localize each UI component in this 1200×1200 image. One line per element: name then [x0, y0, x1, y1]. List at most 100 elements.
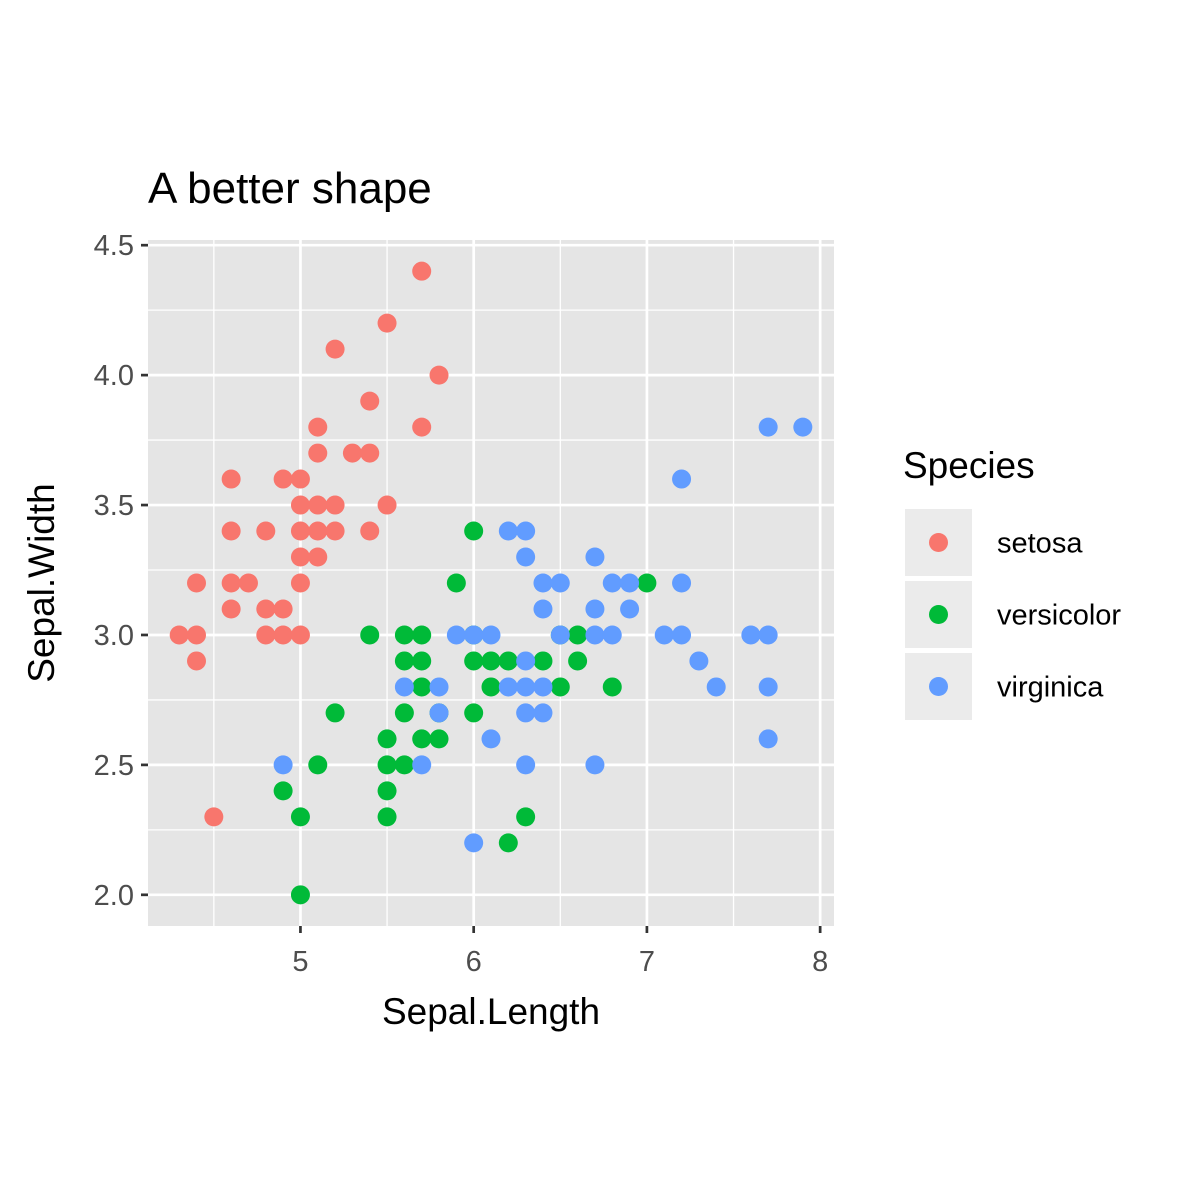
data-point-setosa [221, 521, 241, 541]
y-tick-label: 3.5 [94, 490, 134, 522]
data-point-virginica [516, 547, 536, 567]
data-point-setosa [221, 573, 241, 593]
y-axis: 2.0 2.5 3.0 3.5 4.0 4.5 [94, 230, 148, 912]
data-point-virginica [585, 755, 605, 775]
x-tick-label: 6 [466, 946, 482, 978]
chart-title: A better shape [148, 164, 432, 213]
data-point-setosa [308, 417, 328, 437]
data-point-versicolor [568, 651, 588, 671]
data-point-versicolor [377, 755, 397, 775]
data-point-virginica [412, 755, 432, 775]
data-point-virginica [672, 469, 692, 489]
data-point-setosa [325, 339, 345, 359]
data-point-versicolor [394, 755, 414, 775]
data-point-versicolor [637, 573, 657, 593]
data-point-virginica [793, 417, 813, 437]
data-point-versicolor [412, 677, 432, 697]
series-versicolor [273, 521, 657, 905]
data-point-virginica [585, 547, 605, 567]
data-point-setosa [308, 547, 328, 567]
data-point-virginica [464, 625, 484, 645]
data-point-versicolor [377, 729, 397, 749]
data-point-versicolor [377, 807, 397, 827]
legend-swatch-setosa [929, 533, 948, 552]
data-point-setosa [238, 573, 258, 593]
data-point-setosa [308, 443, 328, 463]
data-point-versicolor [464, 651, 484, 671]
plot-panel [148, 240, 834, 926]
data-point-setosa [290, 573, 310, 593]
data-point-virginica [602, 573, 622, 593]
data-point-setosa [256, 599, 276, 619]
data-point-setosa [325, 521, 345, 541]
data-point-virginica [758, 729, 778, 749]
data-point-versicolor [360, 625, 380, 645]
legend-title: Species [903, 445, 1035, 486]
data-point-setosa [377, 313, 397, 333]
data-point-virginica [758, 625, 778, 645]
x-tick-label: 5 [292, 946, 308, 978]
data-point-virginica [706, 677, 726, 697]
data-point-versicolor [290, 807, 310, 827]
data-point-versicolor [602, 677, 622, 697]
data-point-setosa [308, 495, 328, 515]
legend-swatch-versicolor [929, 605, 948, 624]
data-point-setosa [360, 521, 380, 541]
legend-item-versicolor: versicolor [905, 581, 1121, 648]
x-tick-label: 8 [812, 946, 828, 978]
data-point-versicolor [412, 625, 432, 645]
data-point-virginica [741, 625, 761, 645]
data-point-virginica [620, 573, 640, 593]
data-point-setosa [273, 625, 293, 645]
data-point-virginica [273, 755, 293, 775]
y-tick-label: 4.5 [94, 230, 134, 262]
data-point-versicolor [394, 651, 414, 671]
legend: Species setosa versicolor virginica [903, 445, 1121, 720]
series-virginica [273, 417, 813, 853]
data-point-setosa [360, 391, 380, 411]
data-point-virginica [654, 625, 674, 645]
data-point-virginica [429, 677, 449, 697]
data-point-setosa [256, 521, 276, 541]
legend-item-virginica: virginica [905, 653, 1104, 720]
data-point-virginica [758, 677, 778, 697]
y-axis-title: Sepal.Width [21, 483, 62, 683]
data-point-versicolor [377, 781, 397, 801]
data-point-versicolor [290, 885, 310, 905]
legend-swatch-virginica [929, 677, 948, 696]
data-point-virginica [533, 677, 553, 697]
data-point-virginica [394, 677, 414, 697]
data-point-setosa [169, 625, 189, 645]
x-tick-label: 7 [639, 946, 655, 978]
data-point-virginica [602, 625, 622, 645]
data-point-virginica [550, 625, 570, 645]
legend-label-virginica: virginica [997, 672, 1104, 704]
data-point-virginica [516, 755, 536, 775]
data-point-virginica [429, 703, 449, 723]
data-point-setosa [290, 625, 310, 645]
data-point-virginica [498, 521, 518, 541]
data-point-virginica [464, 833, 484, 853]
data-point-setosa [187, 625, 207, 645]
data-point-virginica [516, 651, 536, 671]
data-point-versicolor [464, 521, 484, 541]
data-point-setosa [377, 495, 397, 515]
data-point-versicolor [429, 729, 449, 749]
data-point-virginica [533, 599, 553, 619]
data-point-setosa [221, 599, 241, 619]
data-point-virginica [672, 625, 692, 645]
legend-label-setosa: setosa [997, 528, 1083, 560]
data-point-setosa [290, 469, 310, 489]
data-point-virginica [446, 625, 466, 645]
data-point-versicolor [481, 651, 501, 671]
data-point-setosa [360, 443, 380, 463]
data-point-versicolor [516, 807, 536, 827]
data-point-virginica [533, 703, 553, 723]
data-point-setosa [221, 469, 241, 489]
data-points [169, 261, 813, 905]
data-point-virginica [585, 599, 605, 619]
data-point-virginica [585, 625, 605, 645]
data-point-virginica [516, 677, 536, 697]
y-tick-label: 4.0 [94, 360, 134, 392]
